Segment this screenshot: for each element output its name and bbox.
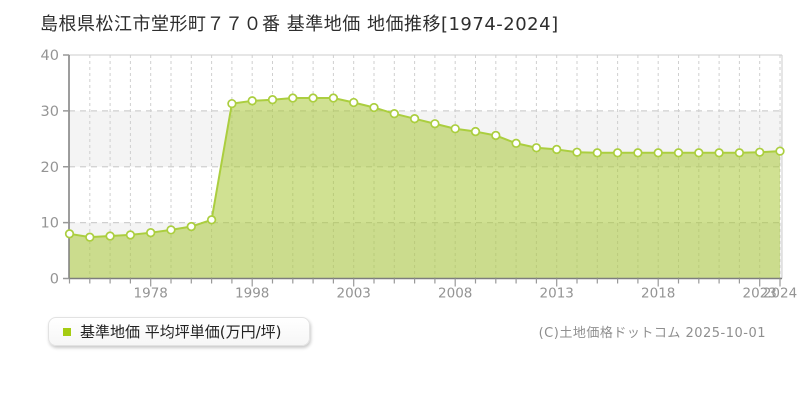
- data-point[interactable]: [166, 225, 176, 235]
- y-tick-label: 0: [50, 272, 59, 288]
- data-point[interactable]: [409, 114, 420, 124]
- data-point[interactable]: [328, 93, 339, 103]
- data-point[interactable]: [612, 148, 623, 158]
- data-point[interactable]: [308, 93, 318, 103]
- x-tick-label: 2003: [337, 286, 371, 302]
- data-point[interactable]: [470, 126, 481, 137]
- data-point[interactable]: [85, 232, 95, 242]
- y-tick-label: 10: [41, 216, 59, 232]
- data-point[interactable]: [572, 147, 582, 157]
- x-tick-label: 2024: [763, 286, 797, 302]
- data-point[interactable]: [206, 215, 217, 225]
- data-point[interactable]: [247, 96, 257, 106]
- price-trend-chart: 0 10 20 30 40 1978 1998 2003 2008 2013 2018 2023202…: [41, 48, 798, 302]
- data-point[interactable]: [430, 119, 440, 129]
- x-tick-label: 2023: [743, 286, 777, 302]
- data-point[interactable]: [633, 148, 643, 158]
- data-point[interactable]: [552, 144, 562, 155]
- data-point[interactable]: [755, 147, 765, 157]
- data-point[interactable]: [146, 228, 156, 238]
- data-point[interactable]: [531, 143, 542, 153]
- x-tick-label: 1998: [235, 286, 269, 302]
- legend-label: 基準地価 平均坪単価(万円/坪): [80, 323, 282, 341]
- data-point[interactable]: [775, 146, 785, 156]
- data-point[interactable]: [389, 109, 399, 119]
- area-fill: [69, 98, 780, 279]
- data-point[interactable]: [288, 93, 298, 103]
- data-point[interactable]: [267, 95, 278, 105]
- data-point[interactable]: [592, 148, 602, 158]
- data-point[interactable]: [450, 124, 460, 134]
- data-point[interactable]: [734, 148, 745, 158]
- data-point[interactable]: [349, 97, 359, 108]
- data-point[interactable]: [694, 148, 704, 158]
- data-point[interactable]: [64, 229, 75, 239]
- y-tick-label: 20: [41, 160, 59, 176]
- legend-marker-icon: [63, 327, 71, 336]
- data-point[interactable]: [491, 130, 501, 141]
- data-point[interactable]: [186, 221, 196, 232]
- x-tick-label: 2008: [438, 286, 472, 302]
- page-title: 島根県松江市堂形町７７０番 基準地価 地価推移[1974-2024]: [40, 14, 559, 35]
- data-point[interactable]: [227, 98, 237, 109]
- y-tick-label: 30: [41, 104, 59, 120]
- data-point[interactable]: [105, 231, 115, 241]
- data-point[interactable]: [511, 138, 521, 148]
- data-point[interactable]: [369, 102, 379, 113]
- data-point[interactable]: [125, 230, 136, 240]
- y-tick-label: 40: [41, 48, 59, 64]
- data-point[interactable]: [714, 148, 724, 158]
- x-tick-label: 1978: [134, 286, 168, 302]
- copyright-text: (C)土地価格ドットコム 2025-10-01: [538, 326, 766, 341]
- x-tick-label: 2018: [641, 286, 675, 302]
- x-tick-label: 2013: [540, 286, 574, 302]
- data-point[interactable]: [653, 148, 663, 158]
- data-point[interactable]: [673, 148, 684, 158]
- legend: 基準地価 平均坪単価(万円/坪): [48, 317, 310, 346]
